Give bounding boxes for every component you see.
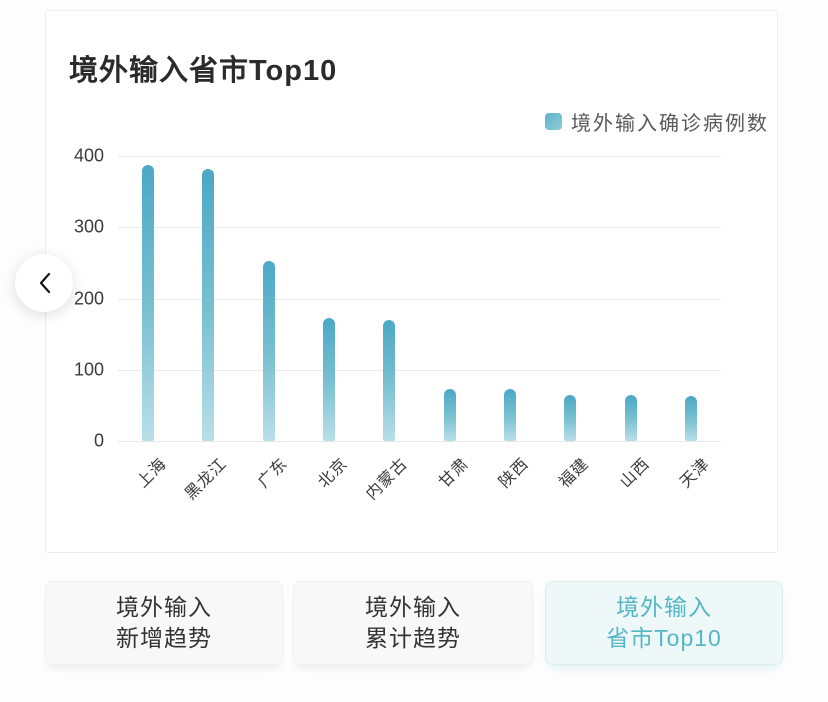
plot-area: 0 100 200 300 400 上海 黑龙江 广东 北京 内蒙古 甘肃 陕西 福建 山西 天津 <box>74 146 721 503</box>
x-axis-label: 广东 <box>254 455 292 492</box>
x-axis-label: 陕西 <box>496 455 533 492</box>
x-axis-label: 福建 <box>556 455 593 492</box>
y-axis-tick-label: 200 <box>73 288 104 308</box>
tab-province-top10[interactable]: 境外输入 省市Top10 <box>545 581 783 665</box>
bar-黑龙江[interactable] <box>202 168 215 441</box>
x-axis-label: 上海 <box>134 455 171 492</box>
gridline <box>118 441 721 442</box>
y-axis-tick-label: 0 <box>93 430 104 451</box>
x-axis-label: 黑龙江 <box>182 455 231 504</box>
tab-label-line1: 境外输入 <box>116 594 212 620</box>
bar-内蒙古[interactable] <box>383 319 396 441</box>
x-axis-label: 内蒙古 <box>363 455 412 504</box>
bar-广东[interactable] <box>262 260 275 441</box>
gridline <box>118 156 721 157</box>
y-axis-tick-label: 300 <box>73 216 104 237</box>
x-axis-label: 北京 <box>315 455 352 492</box>
bar-福建[interactable] <box>564 394 577 441</box>
bar-天津[interactable] <box>684 396 697 441</box>
y-axis-tick-label: 400 <box>73 145 104 166</box>
tab-label-line2: 累计趋势 <box>365 625 461 651</box>
y-axis-tick-label: 100 <box>73 359 104 380</box>
x-axis-label: 甘肃 <box>435 455 472 492</box>
bar-陕西[interactable] <box>503 389 516 441</box>
gridline <box>118 369 721 371</box>
tab-label-line1: 境外输入 <box>365 594 461 620</box>
legend-label: 境外输入确诊病例数 <box>571 113 769 135</box>
x-axis-label: 山西 <box>616 455 653 492</box>
x-axis-label: 天津 <box>677 455 714 492</box>
tab-new-trend[interactable]: 境外输入 新增趋势 <box>45 581 283 665</box>
tab-cumulative-trend[interactable]: 境外输入 累计趋势 <box>293 581 533 665</box>
page-title: 境外输入省市Top10 <box>69 55 338 87</box>
bar-山西[interactable] <box>624 394 637 441</box>
tab-label-line2: 新增趋势 <box>116 625 212 651</box>
legend-item[interactable]: 境外输入确诊病例数 <box>545 107 769 136</box>
bar-北京[interactable] <box>323 318 336 441</box>
tab-label-line1: 境外输入 <box>616 594 712 620</box>
gridline <box>118 298 721 300</box>
gridline <box>118 227 721 229</box>
legend-marker-icon <box>545 113 562 130</box>
tab-label-line2: 省市Top10 <box>606 625 722 651</box>
chart-card: 境外输入省市Top10 境外输入确诊病例数 0 100 200 300 400 上海 黑龙江… <box>45 10 778 553</box>
prev-button[interactable] <box>15 254 73 312</box>
bar-甘肃[interactable] <box>443 389 456 441</box>
chevron-left-icon <box>39 272 50 294</box>
bar-上海[interactable] <box>142 165 155 441</box>
